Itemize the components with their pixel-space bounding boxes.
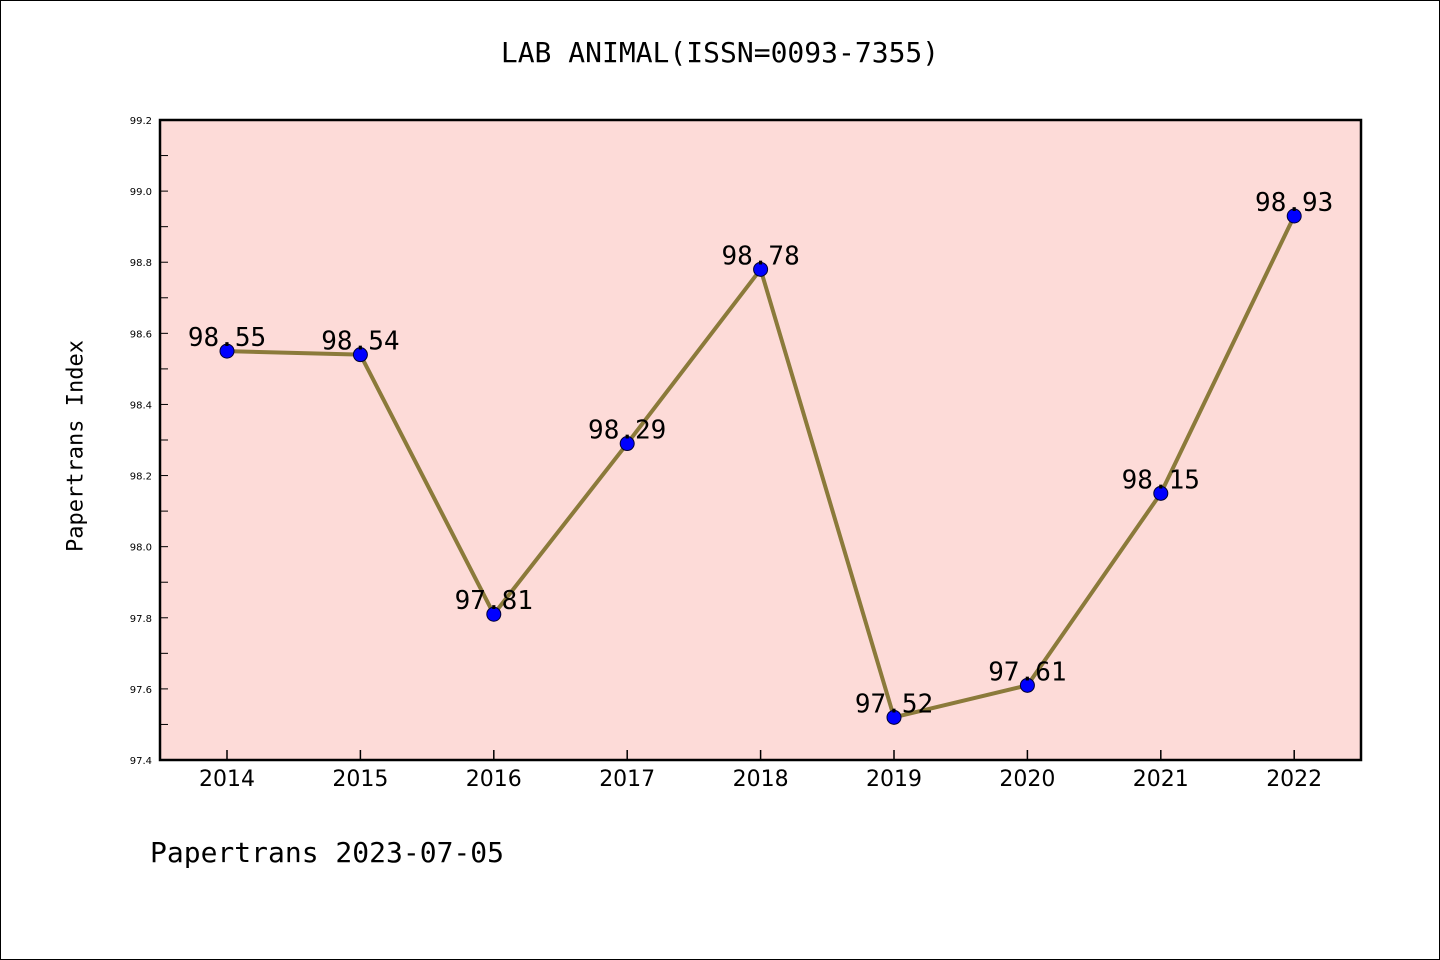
data-point <box>486 606 502 622</box>
y-axis: 97.4 97.6 97.8 98.0 98.2 98.4 98.6 98.8 99.0 99.2 <box>130 116 168 767</box>
data-points <box>219 208 1302 725</box>
data-label: 98.29 <box>588 416 666 446</box>
x-tick-label: 2014 <box>199 767 255 792</box>
data-label: 97.52 <box>855 689 933 719</box>
y-tick-label: 98.0 <box>130 543 152 554</box>
data-point <box>1153 485 1169 501</box>
y-tick-label: 98.8 <box>130 258 152 269</box>
x-tick-label: 2017 <box>599 767 655 792</box>
y-tick-label: 97.4 <box>130 756 152 767</box>
chart-title: LAB ANIMAL(ISSN=0093-7355) <box>500 36 940 69</box>
x-tick-label: 2019 <box>866 767 922 792</box>
x-tick-label: 2016 <box>466 767 522 792</box>
data-label: 98.78 <box>721 241 799 271</box>
x-tick-label: 2021 <box>1133 767 1189 792</box>
data-labels: 98.55 98.54 97.81 98.29 98.78 97.52 97.61 98.15… <box>188 188 1333 719</box>
y-tick-label: 98.2 <box>130 472 152 483</box>
data-point <box>219 343 235 359</box>
data-point <box>352 347 368 363</box>
footer-text: Papertrans 2023-07-05 <box>150 836 505 869</box>
data-point <box>619 436 635 452</box>
data-label: 97.81 <box>455 586 533 616</box>
data-label: 98.93 <box>1255 188 1333 218</box>
data-label: 98.55 <box>188 323 266 353</box>
plot-border <box>158 118 1363 762</box>
data-point <box>1019 677 1035 693</box>
y-tick-label: 97.6 <box>130 685 152 696</box>
x-tick-label: 2015 <box>332 767 388 792</box>
data-label: 97.61 <box>988 657 1066 687</box>
y-tick-label: 98.4 <box>130 400 152 411</box>
data-label: 98.54 <box>321 327 399 357</box>
x-tick-label: 2018 <box>733 767 789 792</box>
x-axis: 2014 2015 2016 2017 2018 2019 2020 2021 2022 <box>199 750 1322 792</box>
plot-area <box>160 120 1361 760</box>
y-tick-label: 98.6 <box>130 329 152 340</box>
x-tick-label: 2020 <box>999 767 1055 792</box>
data-label: 98.15 <box>1122 465 1200 495</box>
x-tick-label: 2022 <box>1266 767 1322 792</box>
y-tick-label: 97.8 <box>130 614 152 625</box>
y-tick-label: 99.0 <box>130 187 152 198</box>
data-point <box>1286 208 1302 224</box>
y-tick-label: 99.2 <box>130 116 152 127</box>
data-point <box>753 261 769 277</box>
data-point <box>886 709 902 725</box>
